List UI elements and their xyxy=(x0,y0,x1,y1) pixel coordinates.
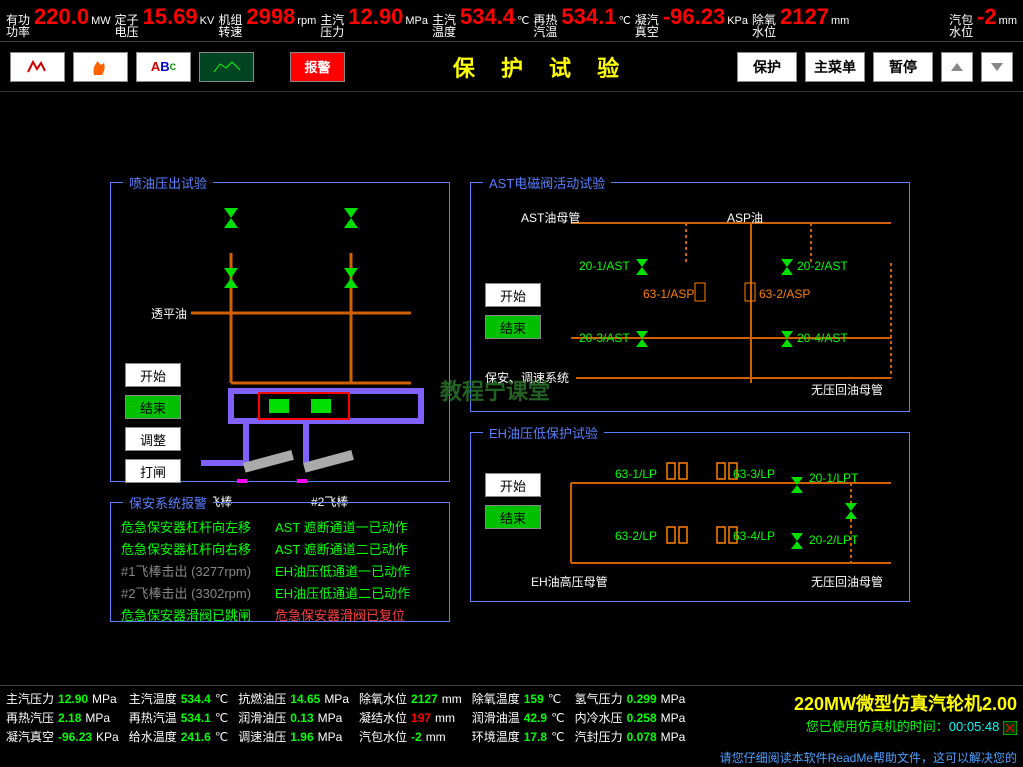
bottom-metric: 调速油压1.96MPa xyxy=(238,728,349,745)
bottom-col: 除氧水位2127mm 凝结水位197mm 汽包水位-2mm xyxy=(359,690,462,745)
metric: 机组转速2998rpm xyxy=(218,4,316,38)
spray-trip-button[interactable]: 打闸 xyxy=(125,459,181,483)
alarm-panel: 保安系统报警 危急保安器杠杆向左移AST 遮断通道一已动作 危急保安器杠杆向右移… xyxy=(110,502,450,622)
turbine-oil-label: 透平油 xyxy=(151,305,187,322)
top-status-bar: 有功功率220.0MW 定子电压15.69KV 机组转速2998rpm 主汽压力… xyxy=(0,0,1023,42)
metric: 再热汽温534.1℃ xyxy=(533,4,630,38)
asp-oil-label: ASP油 xyxy=(727,209,763,226)
spray-adjust-button[interactable]: 调整 xyxy=(125,427,181,451)
protect-button[interactable]: 保护 xyxy=(737,52,797,82)
nav-up-button[interactable] xyxy=(941,52,973,82)
bottom-metric: 汽封压力0.078MPa xyxy=(575,728,686,745)
toolbar: ABC 报警 保 护 试 验 保护 主菜单 暂停 xyxy=(0,42,1023,92)
bottom-col: 氢气压力0.299MPa 内冷水压0.258MPa 汽封压力0.078MPa xyxy=(575,690,686,745)
main-canvas: 喷油压出试验 透平油 xyxy=(0,92,1023,672)
tool-fire-icon[interactable] xyxy=(73,52,128,82)
tool-hand-icon[interactable] xyxy=(10,52,65,82)
bottom-col: 主汽压力12.90MPa 再热汽压2.18MPa 凝汽真空-96.23KPa xyxy=(6,690,119,745)
metric-value: 220.0 xyxy=(34,4,89,30)
metric: 有功功率220.0MW xyxy=(6,4,111,38)
metric-unit: MW xyxy=(91,15,111,27)
ast-main-label: AST油母管 xyxy=(521,209,580,226)
alarm-lines: 危急保安器杠杆向左移AST 遮断通道一已动作 危急保安器杠杆向右移AST 遮断通… xyxy=(121,517,439,624)
spray-end-button[interactable]: 结束 xyxy=(125,395,181,419)
metric: 定子电压15.69KV xyxy=(115,4,215,38)
bottom-col: 主汽温度534.4℃ 再热汽温534.1℃ 给水温度241.6℃ xyxy=(129,690,229,745)
bottom-metric: 再热汽温534.1℃ xyxy=(129,709,229,726)
tool-abc-icon[interactable]: ABC xyxy=(136,52,191,82)
nav-down-button[interactable] xyxy=(981,52,1013,82)
ast-end-button[interactable]: 结束 xyxy=(485,315,541,339)
ast-start-button[interactable]: 开始 xyxy=(485,283,541,307)
metric: 凝汽真空-96.23KPa xyxy=(635,4,748,38)
bottom-status-bar: 主汽压力12.90MPa 再热汽压2.18MPa 凝汽真空-96.23KPa 主汽温… xyxy=(0,685,1023,749)
runtime: 您已使用仿真机的时间：00:05:48 xyxy=(794,716,1017,735)
bottom-metric: 润滑油温42.9℃ xyxy=(472,709,565,726)
bottom-metric: 抗燃油压14.65MPa xyxy=(238,690,349,707)
bottom-metric: 氢气压力0.299MPa xyxy=(575,690,686,707)
bottom-col: 抗燃油压14.65MPa 润滑油压0.13MPa 调速油压1.96MPa xyxy=(238,690,349,745)
bottom-metric: 主汽温度534.4℃ xyxy=(129,690,229,707)
metric: 除氧水位2127mm xyxy=(752,4,849,38)
bottom-metric: 主汽压力12.90MPa xyxy=(6,690,119,707)
panel-title: 保安系统报警 xyxy=(123,493,213,512)
spray-start-button[interactable]: 开始 xyxy=(125,363,181,387)
bottom-right: 220MW微型仿真汽轮机2.00 您已使用仿真机的时间：00:05:48 xyxy=(794,690,1017,745)
eh-start-button[interactable]: 开始 xyxy=(485,473,541,497)
alarm-button[interactable]: 报警 xyxy=(290,52,345,82)
page-title: 保 护 试 验 xyxy=(353,51,729,83)
main-menu-button[interactable]: 主菜单 xyxy=(805,52,865,82)
bottom-metric: 凝结水位197mm xyxy=(359,709,462,726)
bottom-metric: 除氧水位2127mm xyxy=(359,690,462,707)
ticker: 请您仔细阅读本软件ReadMe帮助文件，这可以解决您的 xyxy=(0,748,1023,767)
bottom-metric: 给水温度241.6℃ xyxy=(129,728,229,745)
bottom-metric: 汽包水位-2mm xyxy=(359,728,462,745)
tool-chart-icon[interactable] xyxy=(199,52,254,82)
metric-label: 有功功率 xyxy=(6,14,32,38)
bottom-metric: 环境温度17.8℃ xyxy=(472,728,565,745)
metric: 主汽压力12.90MPa xyxy=(320,4,428,38)
bottom-col: 除氧温度159℃ 润滑油温42.9℃ 环境温度17.8℃ xyxy=(472,690,565,745)
eh-end-button[interactable]: 结束 xyxy=(485,505,541,529)
spray-test-panel: 喷油压出试验 透平油 xyxy=(110,182,450,482)
bottom-metric: 凝汽真空-96.23KPa xyxy=(6,728,119,745)
bottom-metric: 除氧温度159℃ xyxy=(472,690,565,707)
ast-test-panel: AST电磁阀活动试验 AST油母管 ASP油 20-1/AST 20-2/AST… xyxy=(470,182,910,412)
metric: 汽包水位-2mm xyxy=(949,4,1017,38)
eh-test-panel: EH油压低保护试验 开始 结束 63-1/LP 63-3/LP 6 xyxy=(470,432,910,602)
bottom-metric: 再热汽压2.18MPa xyxy=(6,709,119,726)
app-title: 220MW微型仿真汽轮机2.00 xyxy=(794,690,1017,716)
pause-button[interactable]: 暂停 xyxy=(873,52,933,82)
metric: 主汽温度534.4℃ xyxy=(432,4,529,38)
bottom-metric: 内冷水压0.258MPa xyxy=(575,709,686,726)
bottom-metric: 润滑油压0.13MPa xyxy=(238,709,349,726)
